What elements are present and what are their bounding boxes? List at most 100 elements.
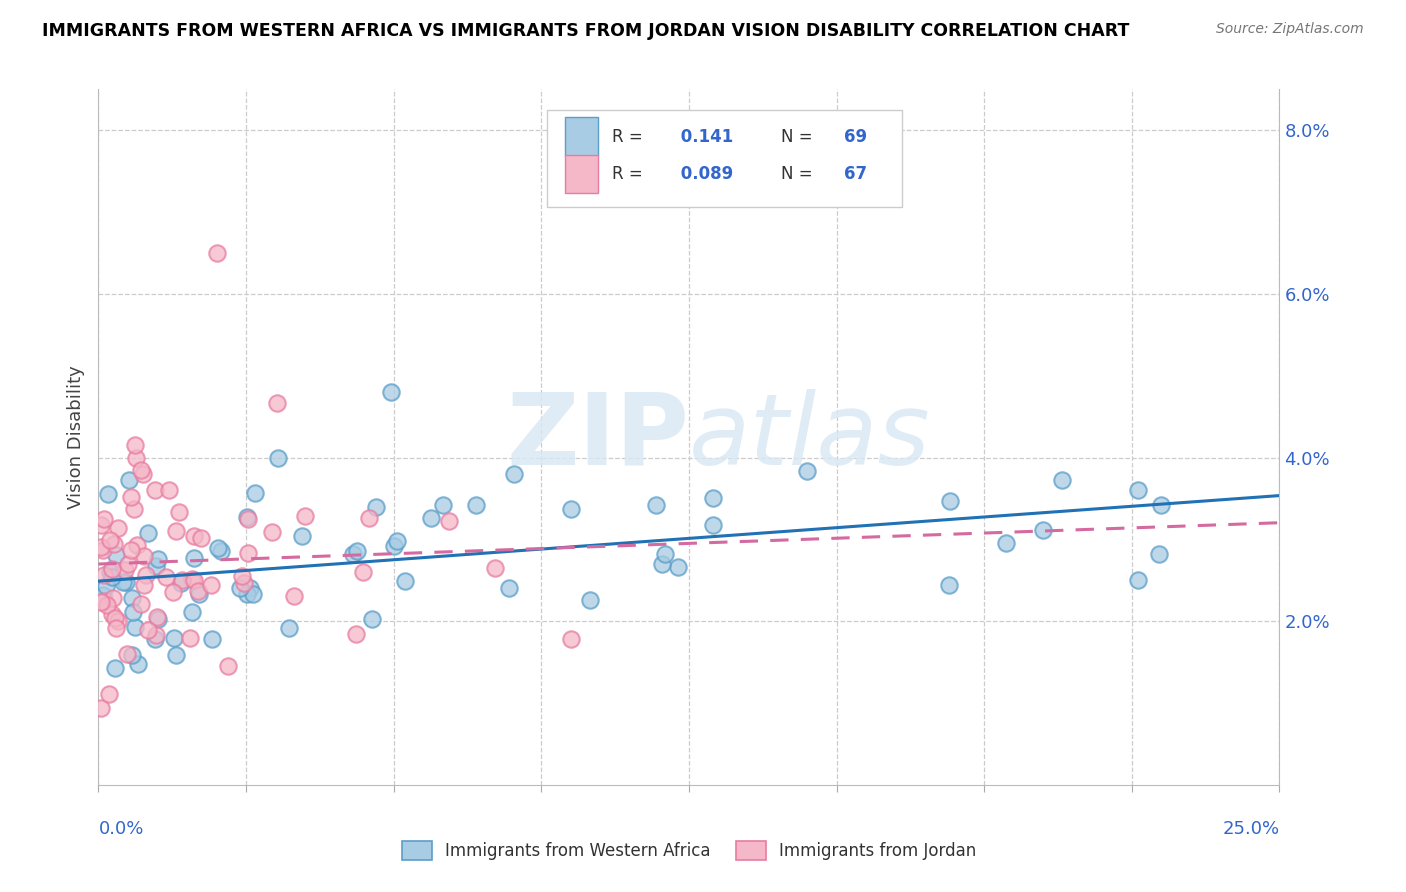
Point [167,505,190,519]
Point [190,531,212,545]
Point [129,597,152,611]
Point [654,547,676,561]
Point [484,561,506,575]
Point [124,438,146,452]
Point [90,700,112,714]
Point [644,498,666,512]
Point [165,524,187,538]
Point [666,560,689,574]
Point [200,578,222,592]
Point [232,575,254,590]
Point [283,589,305,603]
Point [115,647,138,661]
Point [352,565,374,579]
Point [124,620,146,634]
Point [181,605,204,619]
Point [127,657,149,672]
Point [104,621,127,635]
Point [122,502,145,516]
Point [93,512,115,526]
Point [382,539,405,553]
Point [360,612,382,626]
Point [132,578,155,592]
Point [236,587,259,601]
Point [135,567,157,582]
Point [207,541,229,555]
Point [579,593,602,607]
Text: R =: R = [612,165,648,183]
Point [260,525,283,540]
Y-axis label: Vision Disability: Vision Disability [66,365,84,509]
Point [115,575,138,590]
Point [93,567,115,582]
Point [183,529,205,543]
Point [498,581,520,595]
Text: R =: R = [612,128,648,145]
Point [104,611,127,625]
Point [93,593,115,607]
Point [146,610,169,624]
Point [183,550,205,565]
Text: N =: N = [782,128,818,145]
Point [148,612,170,626]
Point [796,464,818,478]
Point [101,562,124,576]
Text: Source: ZipAtlas.com: Source: ZipAtlas.com [1216,22,1364,37]
Point [228,581,250,595]
Point [200,632,222,647]
Point [183,574,205,588]
Point [112,574,135,589]
Point [107,614,129,628]
Point [560,632,582,647]
Point [346,544,368,558]
Point [432,498,454,512]
Point [181,572,204,586]
Point [503,467,526,481]
Point [91,542,114,557]
Point [1050,473,1073,487]
Point [145,559,167,574]
Point [209,543,232,558]
Point [239,581,262,595]
Point [1126,574,1149,588]
Point [465,498,488,512]
Text: 25.0%: 25.0% [1222,820,1279,838]
Point [121,591,143,606]
Point [104,660,127,674]
Point [380,385,402,400]
Point [187,583,209,598]
Point [278,621,301,635]
Point [394,574,416,588]
Point [163,632,186,646]
Point [205,246,228,260]
Point [994,536,1017,550]
Point [702,517,724,532]
Point [157,483,180,498]
Text: 67: 67 [844,165,866,183]
Text: 69: 69 [844,128,866,145]
Point [342,547,364,561]
Point [938,578,960,592]
Point [125,538,148,552]
Point [1147,547,1170,561]
Text: 0.089: 0.089 [675,165,733,183]
Point [266,396,288,410]
Point [114,563,136,577]
Point [122,605,145,619]
Point [170,576,193,591]
Point [170,573,193,587]
Point [125,450,148,465]
Point [294,509,316,524]
Point [143,483,166,498]
FancyBboxPatch shape [547,110,901,208]
Point [121,648,143,663]
Point [162,584,184,599]
Point [387,533,409,548]
Point [118,473,141,487]
Point [90,541,112,555]
Point [420,511,443,525]
Point [96,579,118,593]
Point [242,587,264,601]
Point [129,463,152,477]
Point [120,491,142,505]
